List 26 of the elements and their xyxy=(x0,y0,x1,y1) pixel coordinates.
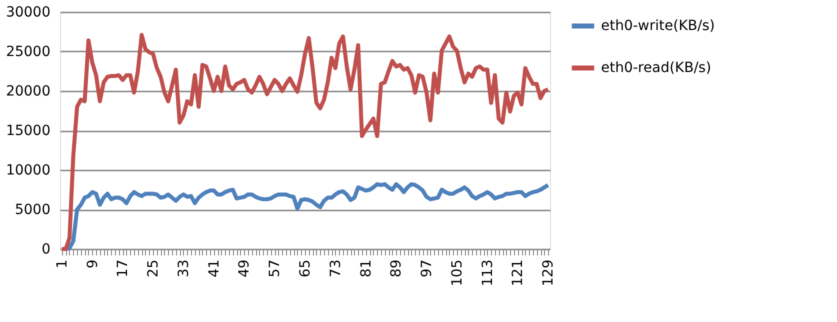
x-tick-label: 105 xyxy=(449,260,466,286)
y-tick-label: 15000 xyxy=(6,123,50,139)
x-tick-label: 89 xyxy=(388,260,405,278)
legend-label: eth0-write(KB/s) xyxy=(601,18,715,34)
x-tick-label: 121 xyxy=(510,260,526,286)
x-tick-label: 129 xyxy=(540,260,557,286)
x-tick-label: 25 xyxy=(146,260,162,278)
x-tick-label: 17 xyxy=(115,260,132,278)
y-tick-label: 25000 xyxy=(6,44,50,60)
x-tick-label: 9 xyxy=(84,260,101,268)
y-tick-label: 20000 xyxy=(6,84,50,100)
x-tick-label: 57 xyxy=(267,260,284,278)
x-tick-label: 81 xyxy=(358,260,374,278)
x-tick-label: 1 xyxy=(54,260,70,268)
x-tick-label: 41 xyxy=(206,260,222,278)
legend-label: eth0-read(KB/s) xyxy=(601,60,712,76)
x-tick-label: 49 xyxy=(236,260,253,278)
x-tick-label: 33 xyxy=(176,260,192,278)
x-tick-label: 97 xyxy=(419,260,436,278)
x-tick-label: 73 xyxy=(328,260,344,278)
y-tick-label: 30000 xyxy=(6,4,50,20)
x-tick-label: 65 xyxy=(298,260,314,278)
x-tick-label: 113 xyxy=(480,260,496,286)
y-tick-label: 5000 xyxy=(14,202,50,218)
y-tick-label: 0 xyxy=(42,242,50,258)
y-tick-label: 10000 xyxy=(6,162,50,178)
